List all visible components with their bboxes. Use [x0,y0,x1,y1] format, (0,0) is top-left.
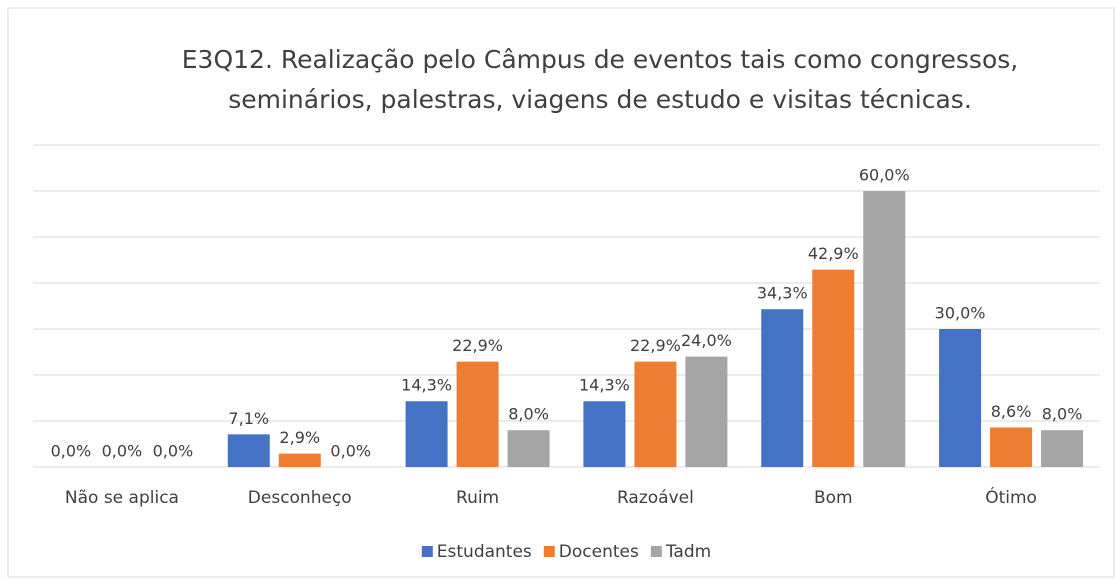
data-label: 22,9% [452,336,503,355]
data-label: 8,0% [508,405,549,424]
bar [863,191,906,467]
legend-swatch [543,546,555,557]
x-tick-label: Ótimo [985,486,1037,508]
data-label: 8,6% [991,402,1032,421]
data-label: 60,0% [859,166,910,185]
x-tick-label: Razoável [617,488,694,508]
data-label: 0,0% [51,442,92,461]
data-label: 30,0% [935,304,986,323]
bar [634,361,677,467]
data-label: 0,0% [102,442,143,461]
data-label: 14,3% [579,376,630,395]
data-label: 2,9% [279,428,320,447]
x-tick-label: Desconheço [248,488,352,508]
bar [583,401,626,467]
legend-swatch [650,546,662,557]
bar [685,356,728,467]
data-label: 42,9% [808,244,859,263]
bar [456,361,499,467]
data-label: 0,0% [153,442,194,461]
legend-label: Tadm [665,542,711,562]
bar [227,434,270,467]
data-label: 22,9% [630,336,681,355]
data-label: 8,0% [1042,405,1083,424]
data-label: 34,3% [757,284,808,303]
chart-border [7,7,1115,578]
data-label: 24,0% [681,331,732,350]
data-label: 14,3% [401,376,452,395]
legend-label: Docentes [559,542,639,562]
bar [278,453,321,467]
bar [761,309,804,467]
bar [1041,430,1084,467]
x-tick-label: Bom [814,488,853,508]
data-label: 0,0% [330,442,371,461]
legend-swatch [421,546,433,557]
legend-label: Estudantes [437,542,532,562]
bar [939,329,982,467]
bar [812,269,855,467]
bar [405,401,448,467]
x-tick-label: Não se aplica [65,488,179,508]
x-tick-label: Ruim [456,488,499,508]
chart-title: E3Q12. Realização pelo Câmpus de eventos… [181,45,1019,114]
bar [507,430,550,467]
bar [990,427,1033,467]
data-label: 7,1% [228,409,269,428]
